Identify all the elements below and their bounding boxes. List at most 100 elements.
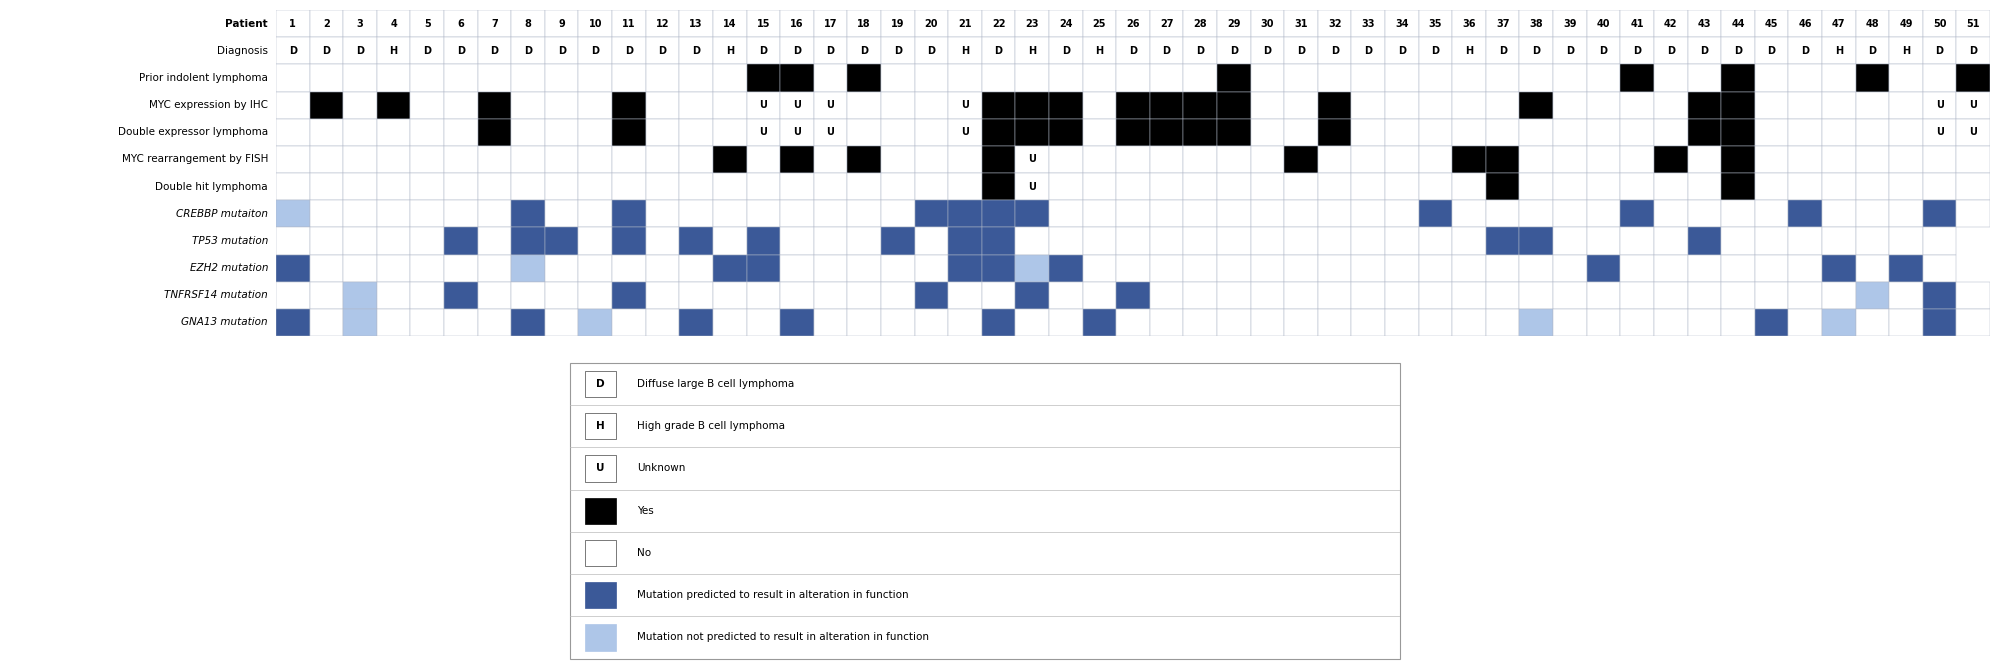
Bar [1520, 119, 1554, 146]
Bar [344, 91, 376, 119]
Bar [948, 146, 982, 173]
Bar [1956, 119, 1990, 146]
Bar [376, 91, 410, 119]
Bar [780, 173, 814, 200]
Text: TP53 mutation: TP53 mutation [192, 236, 268, 246]
Text: 25: 25 [1092, 19, 1106, 29]
Bar [376, 37, 410, 65]
Bar [1822, 10, 1856, 37]
Bar [1856, 65, 1890, 91]
Text: Yes: Yes [638, 506, 654, 515]
Bar [680, 119, 712, 146]
Bar [1956, 10, 1990, 37]
Bar [1284, 37, 1318, 65]
Bar [1922, 282, 1956, 309]
Bar [1184, 200, 1218, 227]
Bar [914, 146, 948, 173]
Bar [478, 10, 512, 37]
Bar [1418, 200, 1452, 227]
Bar [1486, 309, 1520, 336]
Text: D: D [288, 46, 296, 56]
Text: U: U [760, 127, 768, 137]
Bar [1486, 200, 1520, 227]
Text: 42: 42 [1664, 19, 1678, 29]
Text: D: D [1364, 46, 1372, 56]
Bar [584, 540, 616, 566]
Bar [780, 227, 814, 255]
Bar [1116, 119, 1150, 146]
Bar [584, 624, 616, 650]
Bar [712, 10, 746, 37]
Bar [948, 255, 982, 282]
Text: 14: 14 [722, 19, 736, 29]
Bar [512, 255, 544, 282]
Bar [646, 227, 680, 255]
Bar [1688, 37, 1722, 65]
Bar [1586, 255, 1620, 282]
Bar [1386, 227, 1418, 255]
Text: 49: 49 [1900, 19, 1912, 29]
Bar [1016, 146, 1048, 173]
Bar [1082, 309, 1116, 336]
Bar [1150, 282, 1184, 309]
Bar [1788, 91, 1822, 119]
Bar [1150, 119, 1184, 146]
Bar [1116, 65, 1150, 91]
Text: 15: 15 [756, 19, 770, 29]
Bar [1352, 91, 1386, 119]
Bar [1722, 200, 1754, 227]
Bar [1048, 37, 1082, 65]
Bar [1386, 146, 1418, 173]
Bar [1586, 227, 1620, 255]
Bar [578, 309, 612, 336]
Bar [512, 65, 544, 91]
Text: 28: 28 [1194, 19, 1208, 29]
Text: U: U [1970, 127, 1978, 137]
Bar [1654, 282, 1688, 309]
Bar [1922, 146, 1956, 173]
Bar [578, 146, 612, 173]
Bar [880, 10, 914, 37]
Bar [1620, 91, 1654, 119]
Text: 39: 39 [1564, 19, 1576, 29]
Bar [1016, 255, 1048, 282]
Bar [1922, 173, 1956, 200]
Bar [848, 227, 880, 255]
Bar [1386, 200, 1418, 227]
Bar [1956, 282, 1990, 309]
Text: TNFRSF14 mutation: TNFRSF14 mutation [164, 290, 268, 300]
Bar [1856, 37, 1890, 65]
Bar [880, 119, 914, 146]
Bar [646, 119, 680, 146]
Bar [578, 227, 612, 255]
Bar [880, 309, 914, 336]
Bar [310, 37, 344, 65]
Bar [1284, 119, 1318, 146]
Text: H: H [960, 46, 970, 56]
Bar [1452, 146, 1486, 173]
Text: 45: 45 [1764, 19, 1778, 29]
Bar [1250, 255, 1284, 282]
Bar [276, 119, 310, 146]
Bar [1788, 65, 1822, 91]
Text: D: D [356, 46, 364, 56]
Text: 41: 41 [1630, 19, 1644, 29]
Bar [814, 173, 848, 200]
Bar [914, 282, 948, 309]
Bar [1016, 119, 1048, 146]
Bar [1486, 10, 1520, 37]
Bar [1722, 65, 1754, 91]
Bar [712, 282, 746, 309]
Bar [880, 146, 914, 173]
Bar [1788, 37, 1822, 65]
Bar [1788, 282, 1822, 309]
Bar [276, 91, 310, 119]
Bar [814, 309, 848, 336]
Text: Unknown: Unknown [638, 464, 686, 474]
Bar [1218, 37, 1250, 65]
Bar [1486, 65, 1520, 91]
Bar [982, 146, 1016, 173]
Bar [1218, 173, 1250, 200]
Text: D: D [658, 46, 666, 56]
Bar [1218, 119, 1250, 146]
